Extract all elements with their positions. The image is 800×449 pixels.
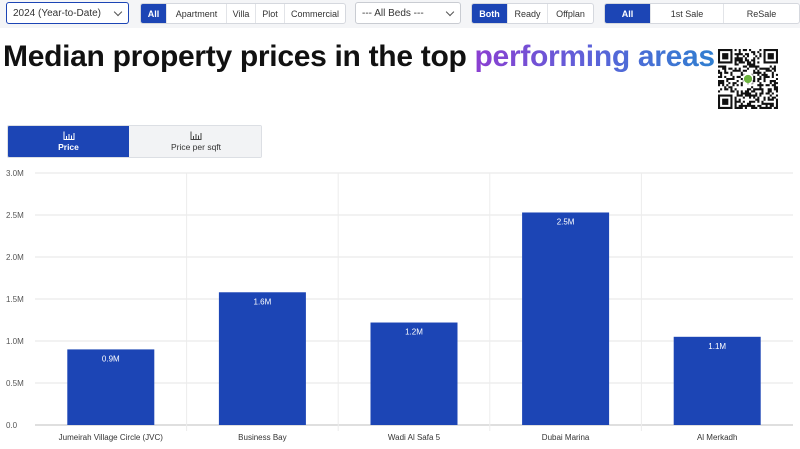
property-type-all-button[interactable]: All: [141, 4, 167, 23]
bar-data-label: 2.5M: [557, 217, 575, 226]
page-title-accent: performing areas: [474, 40, 716, 73]
bar-data-label: 1.1M: [708, 342, 726, 351]
page-title: Median property prices in the top perfor…: [3, 40, 715, 74]
x-tick-label: Business Bay: [238, 433, 286, 442]
metric-tabs: Price Price per sqft: [7, 125, 262, 158]
sale-type-first-sale-button[interactable]: 1st Sale: [651, 4, 724, 23]
sale-type-toggle: All 1st Sale ReSale: [604, 3, 800, 24]
filter-bar: 2024 (Year-to-Date) All Apartment Villa …: [0, 0, 800, 28]
x-tick-label: Jumeirah Village Circle (JVC): [59, 433, 164, 442]
beds-select[interactable]: --- All Beds ---: [355, 2, 461, 24]
property-type-villa-button[interactable]: Villa: [227, 4, 256, 23]
qr-code-icon: [718, 49, 778, 109]
tab-price-label: Price: [58, 142, 79, 152]
chevron-down-icon: [113, 7, 123, 17]
status-toggle: Both Ready Offplan: [471, 3, 594, 24]
property-type-toggle: All Apartment Villa Plot Commercial: [140, 3, 346, 24]
x-tick-label: Dubai Marina: [542, 433, 590, 442]
chevron-down-icon: [445, 7, 455, 17]
y-tick-label: 0.0: [6, 421, 18, 430]
y-tick-label: 2.5M: [6, 211, 24, 220]
qr-logo-icon: [743, 74, 753, 84]
bar-chart-icon: [63, 131, 74, 140]
status-offplan-button[interactable]: Offplan: [556, 8, 585, 19]
y-tick-label: 3.0M: [6, 169, 24, 178]
year-select-value: 2024 (Year-to-Date): [13, 7, 102, 19]
y-tick-label: 2.0M: [6, 253, 24, 262]
sale-type-resale-button[interactable]: ReSale: [746, 8, 777, 19]
bar-chart: 0.0 0.5M 1.0M 1.5M 2.0M 2.5M 3.0M 0.9M Jumeirah …: [6, 169, 793, 442]
bar-data-label: 1.6M: [254, 297, 272, 306]
property-type-apartment-button[interactable]: Apartment: [167, 4, 227, 23]
tab-price-per-sqft-label: Price per sqft: [170, 142, 222, 152]
property-type-plot-button[interactable]: Plot: [256, 4, 285, 23]
bar: [370, 322, 458, 425]
property-type-commercial-button[interactable]: Commercial: [290, 8, 339, 19]
x-tick-label: Al Merkadh: [697, 433, 737, 442]
status-ready-button[interactable]: Ready: [508, 4, 548, 23]
x-tick-label: Wadi Al Safa 5: [388, 433, 441, 442]
beds-select-value: --- All Beds ---: [362, 7, 424, 19]
sale-type-all-button[interactable]: All: [605, 4, 651, 23]
qr-modules: [718, 49, 778, 109]
bar: [673, 336, 761, 425]
bar-chart-icon: [190, 131, 202, 140]
year-select[interactable]: 2024 (Year-to-Date): [6, 2, 129, 24]
y-tick-label: 1.0M: [6, 337, 24, 346]
status-both-button[interactable]: Both: [472, 4, 508, 23]
tab-price[interactable]: Price: [8, 126, 129, 157]
bar-data-label: 1.2M: [405, 328, 423, 337]
y-tick-label: 0.5M: [6, 379, 24, 388]
tab-price-per-sqft[interactable]: Price per sqft: [129, 126, 261, 157]
bar: [522, 212, 610, 425]
bar-data-label: 0.9M: [102, 354, 120, 363]
bar: [218, 292, 306, 425]
y-tick-label: 1.5M: [6, 295, 24, 304]
page-title-main: Median property prices in the top: [3, 40, 475, 73]
bar: [67, 349, 155, 425]
